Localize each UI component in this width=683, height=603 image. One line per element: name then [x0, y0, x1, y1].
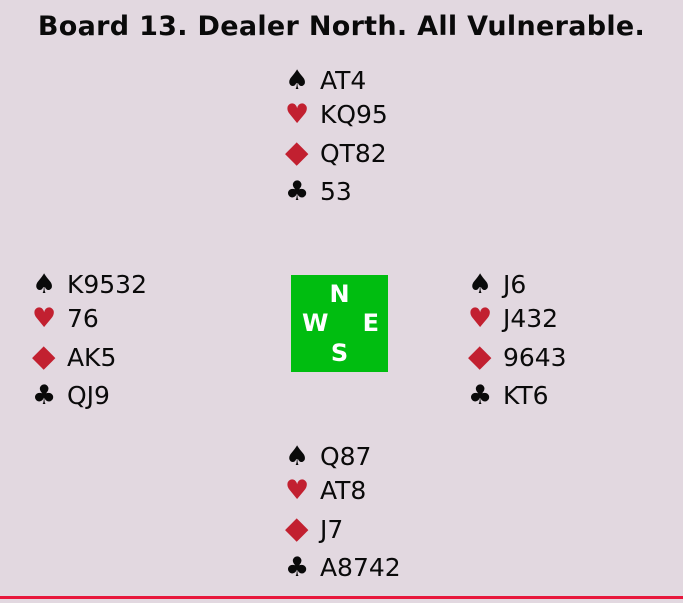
north-spades-row: ♠ AT4 — [285, 64, 388, 98]
compass-north-label: N — [329, 280, 350, 308]
compass-south-label: S — [330, 339, 349, 367]
south-heart-holding: AT8 — [319, 476, 367, 505]
club-suit-icon: ♣ — [285, 552, 310, 583]
club-suit-icon: ♣ — [285, 176, 310, 207]
spade-suit-icon: ♠ — [32, 269, 57, 300]
south-diamonds-row: ◆ J7 — [285, 512, 401, 547]
heart-suit-icon: ♥ — [468, 303, 493, 334]
heart-suit-icon: ♥ — [285, 475, 310, 506]
north-hearts-row: ♥ KQ95 — [285, 98, 388, 132]
bottom-divider-line — [0, 596, 683, 599]
compass-east-label: E — [362, 309, 379, 337]
east-diamond-holding: 9643 — [502, 343, 567, 372]
club-suit-icon: ♣ — [32, 380, 57, 411]
south-hand: ♠ Q87 ♥ AT8 ◆ J7 ♣ A8742 — [285, 440, 401, 585]
west-clubs-row: ♣ QJ9 — [32, 379, 147, 413]
east-club-holding: KT6 — [502, 381, 549, 410]
north-spade-holding: AT4 — [319, 66, 367, 95]
spade-suit-icon: ♠ — [285, 65, 310, 96]
east-diamonds-row: ◆ 9643 — [468, 340, 567, 375]
compass-direction-indicator: N W E S — [291, 275, 388, 372]
west-hand: ♠ K9532 ♥ 76 ◆ AK5 ♣ QJ9 — [32, 268, 147, 413]
south-diamond-holding: J7 — [319, 515, 344, 544]
east-hearts-row: ♥ J432 — [468, 302, 567, 336]
east-heart-holding: J432 — [502, 304, 559, 333]
north-club-holding: 53 — [319, 177, 352, 206]
north-diamonds-row: ◆ QT82 — [285, 136, 388, 171]
diamond-suit-icon: ◆ — [285, 511, 309, 546]
east-spades-row: ♠ J6 — [468, 268, 567, 302]
north-diamond-holding: QT82 — [319, 139, 387, 168]
south-clubs-row: ♣ A8742 — [285, 551, 401, 585]
west-spades-row: ♠ K9532 — [32, 268, 147, 302]
east-hand: ♠ J6 ♥ J432 ◆ 9643 ♣ KT6 — [468, 268, 567, 413]
north-hand: ♠ AT4 ♥ KQ95 ◆ QT82 ♣ 53 — [285, 64, 388, 209]
club-suit-icon: ♣ — [468, 380, 493, 411]
board-title: Board 13. Dealer North. All Vulnerable. — [37, 11, 646, 42]
diamond-suit-icon: ◆ — [468, 339, 492, 374]
west-heart-holding: 76 — [66, 304, 99, 333]
south-hearts-row: ♥ AT8 — [285, 474, 401, 508]
heart-suit-icon: ♥ — [32, 303, 57, 334]
west-diamonds-row: ◆ AK5 — [32, 340, 147, 375]
west-spade-holding: K9532 — [66, 270, 147, 299]
west-hearts-row: ♥ 76 — [32, 302, 147, 336]
compass-west-label: W — [302, 309, 329, 337]
west-club-holding: QJ9 — [66, 381, 110, 410]
south-spade-holding: Q87 — [319, 442, 372, 471]
spade-suit-icon: ♠ — [468, 269, 493, 300]
spade-suit-icon: ♠ — [285, 441, 310, 472]
heart-suit-icon: ♥ — [285, 99, 310, 130]
east-spade-holding: J6 — [502, 270, 527, 299]
north-heart-holding: KQ95 — [319, 100, 388, 129]
west-diamond-holding: AK5 — [66, 343, 117, 372]
north-clubs-row: ♣ 53 — [285, 175, 388, 209]
south-club-holding: A8742 — [319, 553, 401, 582]
south-spades-row: ♠ Q87 — [285, 440, 401, 474]
diamond-suit-icon: ◆ — [32, 339, 56, 374]
east-clubs-row: ♣ KT6 — [468, 379, 567, 413]
diamond-suit-icon: ◆ — [285, 135, 309, 170]
